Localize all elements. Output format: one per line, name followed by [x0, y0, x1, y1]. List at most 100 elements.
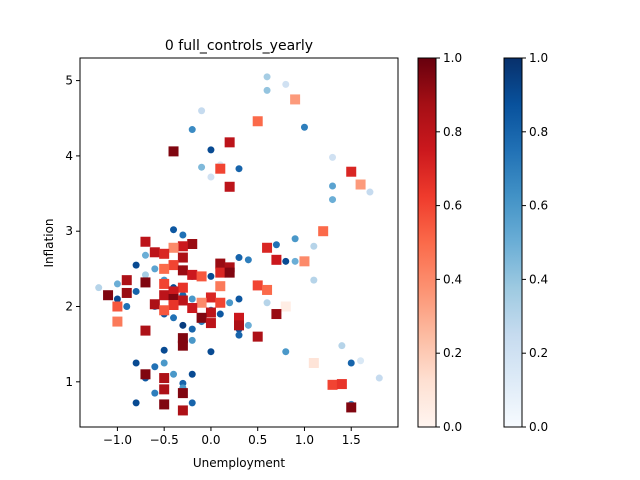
colorbar-tick-label: 0.6	[443, 199, 462, 213]
scatter-point-circle	[244, 256, 252, 264]
scatter-point-square	[205, 292, 216, 303]
scatter-point-square	[187, 239, 198, 250]
y-axis-label: Inflation	[42, 218, 56, 267]
scatter-point-circle	[282, 257, 290, 265]
y-tick-label: 2	[65, 300, 73, 314]
scatter-point-circle	[207, 173, 215, 181]
scatter-point-square	[121, 287, 132, 298]
scatter-point-square	[168, 146, 179, 157]
scatter-point-square	[177, 295, 188, 306]
scatter-point-circle	[179, 231, 187, 239]
scatter-point-square	[112, 316, 123, 327]
x-tick-label: 1.5	[342, 433, 361, 447]
scatter-point-square	[252, 331, 263, 342]
scatter-point-circle	[151, 363, 159, 371]
scatter-point-circle	[132, 261, 140, 269]
scatter-point-square	[299, 256, 310, 267]
scatter-point-square	[140, 236, 151, 247]
scatter-point-square	[196, 297, 207, 308]
scatter-point-circle	[263, 299, 271, 307]
colorbar-tick-label: 1.0	[443, 51, 462, 65]
scatter-point-circle	[235, 254, 243, 262]
scatter-point-circle	[347, 359, 355, 367]
x-axis-label: Unemployment	[193, 456, 286, 470]
red-square-series	[103, 94, 366, 416]
scatter-point-square	[177, 265, 188, 276]
scatter-point-circle	[244, 321, 252, 329]
scatter-point-square	[215, 281, 226, 292]
scatter-point-circle	[170, 314, 178, 322]
scatter-point-square	[177, 241, 188, 252]
scatter-point-circle	[188, 325, 196, 333]
scatter-point-circle	[207, 348, 215, 356]
scatter-point-circle	[329, 182, 337, 190]
scatter-point-circle	[300, 123, 308, 131]
scatter-point-square	[159, 399, 170, 410]
x-tick-label: 0.0	[201, 433, 220, 447]
scatter-point-square	[205, 318, 216, 329]
scatter-point-square	[271, 309, 282, 320]
scatter-point-square	[336, 379, 347, 390]
scatter-point-square	[262, 242, 273, 253]
scatter-point-square	[168, 293, 179, 304]
scatter-point-square	[187, 303, 198, 314]
scatter-point-square	[177, 388, 188, 399]
scatter-point-square	[346, 166, 357, 177]
scatter-point-circle	[132, 287, 140, 295]
scatter-point-circle	[263, 73, 271, 81]
scatter-point-circle	[375, 374, 383, 382]
scatter-point-square	[168, 286, 179, 297]
scatter-point-circle	[282, 80, 290, 88]
colorbar-tick-label: 0.8	[443, 125, 462, 139]
colorbar-tick-label: 0.0	[443, 420, 462, 434]
colorbar-tick-label: 0.4	[443, 272, 462, 286]
scatter-point-square	[159, 278, 170, 289]
x-tick-label: −0.5	[150, 433, 179, 447]
scatter-point-circle	[179, 321, 187, 329]
scatter-point-square	[159, 263, 170, 274]
scatter-point-circle	[151, 265, 159, 273]
x-tick-label: −1.0	[103, 433, 132, 447]
scatter-point-circle	[123, 303, 131, 311]
plot-area: −1.0 −0.5 0.0 0.5 1.0 1.5 1 2 3 4 5	[65, 57, 399, 447]
scatter-point-square	[252, 116, 263, 127]
scatter-point-circle	[226, 299, 234, 307]
scatter-point-square	[168, 242, 179, 253]
scatter-point-circle	[132, 399, 140, 407]
scatter-point-square	[103, 290, 114, 301]
scatter-point-square	[159, 373, 170, 384]
scatter-point-square	[327, 379, 338, 390]
scatter-point-square	[234, 312, 244, 323]
scatter-point-square	[159, 290, 170, 301]
scatter-point-square	[252, 280, 263, 291]
scatter-point-circle	[141, 271, 149, 279]
scatter-point-circle	[141, 251, 149, 259]
scatter-point-square	[159, 305, 170, 316]
scatter-point-circle	[263, 86, 271, 94]
scatter-point-circle	[170, 226, 178, 234]
y-tick-label: 1	[65, 375, 73, 389]
scatter-point-circle	[216, 310, 224, 318]
blues-colorbar-ticks: 0.0 0.2 0.4 0.6 0.8 1.0	[522, 51, 548, 434]
colorbar-tick-label: 0.4	[529, 272, 548, 286]
scatter-point-square	[355, 179, 366, 190]
scatter-point-square	[168, 260, 179, 271]
scatter-point-square	[187, 269, 198, 280]
y-tick-label: 5	[65, 74, 73, 88]
y-tick-label: 3	[65, 224, 73, 238]
scatter-point-circle	[198, 107, 206, 115]
x-tick-label: 0.5	[248, 433, 267, 447]
scatter-point-square	[346, 402, 357, 413]
scatter-point-square	[290, 94, 301, 105]
scatter-point-circle	[151, 389, 159, 397]
scatter-point-circle	[272, 241, 280, 249]
colorbar-tick-label: 0.0	[529, 420, 548, 434]
blue-circle-series	[95, 73, 383, 408]
scatter-point-square	[205, 307, 216, 318]
scatter-point-circle	[132, 359, 140, 367]
colorbar-tick-label: 0.8	[529, 125, 548, 139]
scatter-point-circle	[282, 348, 290, 356]
scatter-point-square	[177, 333, 188, 344]
scatter-point-square	[215, 163, 226, 174]
scatter-point-square	[224, 137, 235, 148]
